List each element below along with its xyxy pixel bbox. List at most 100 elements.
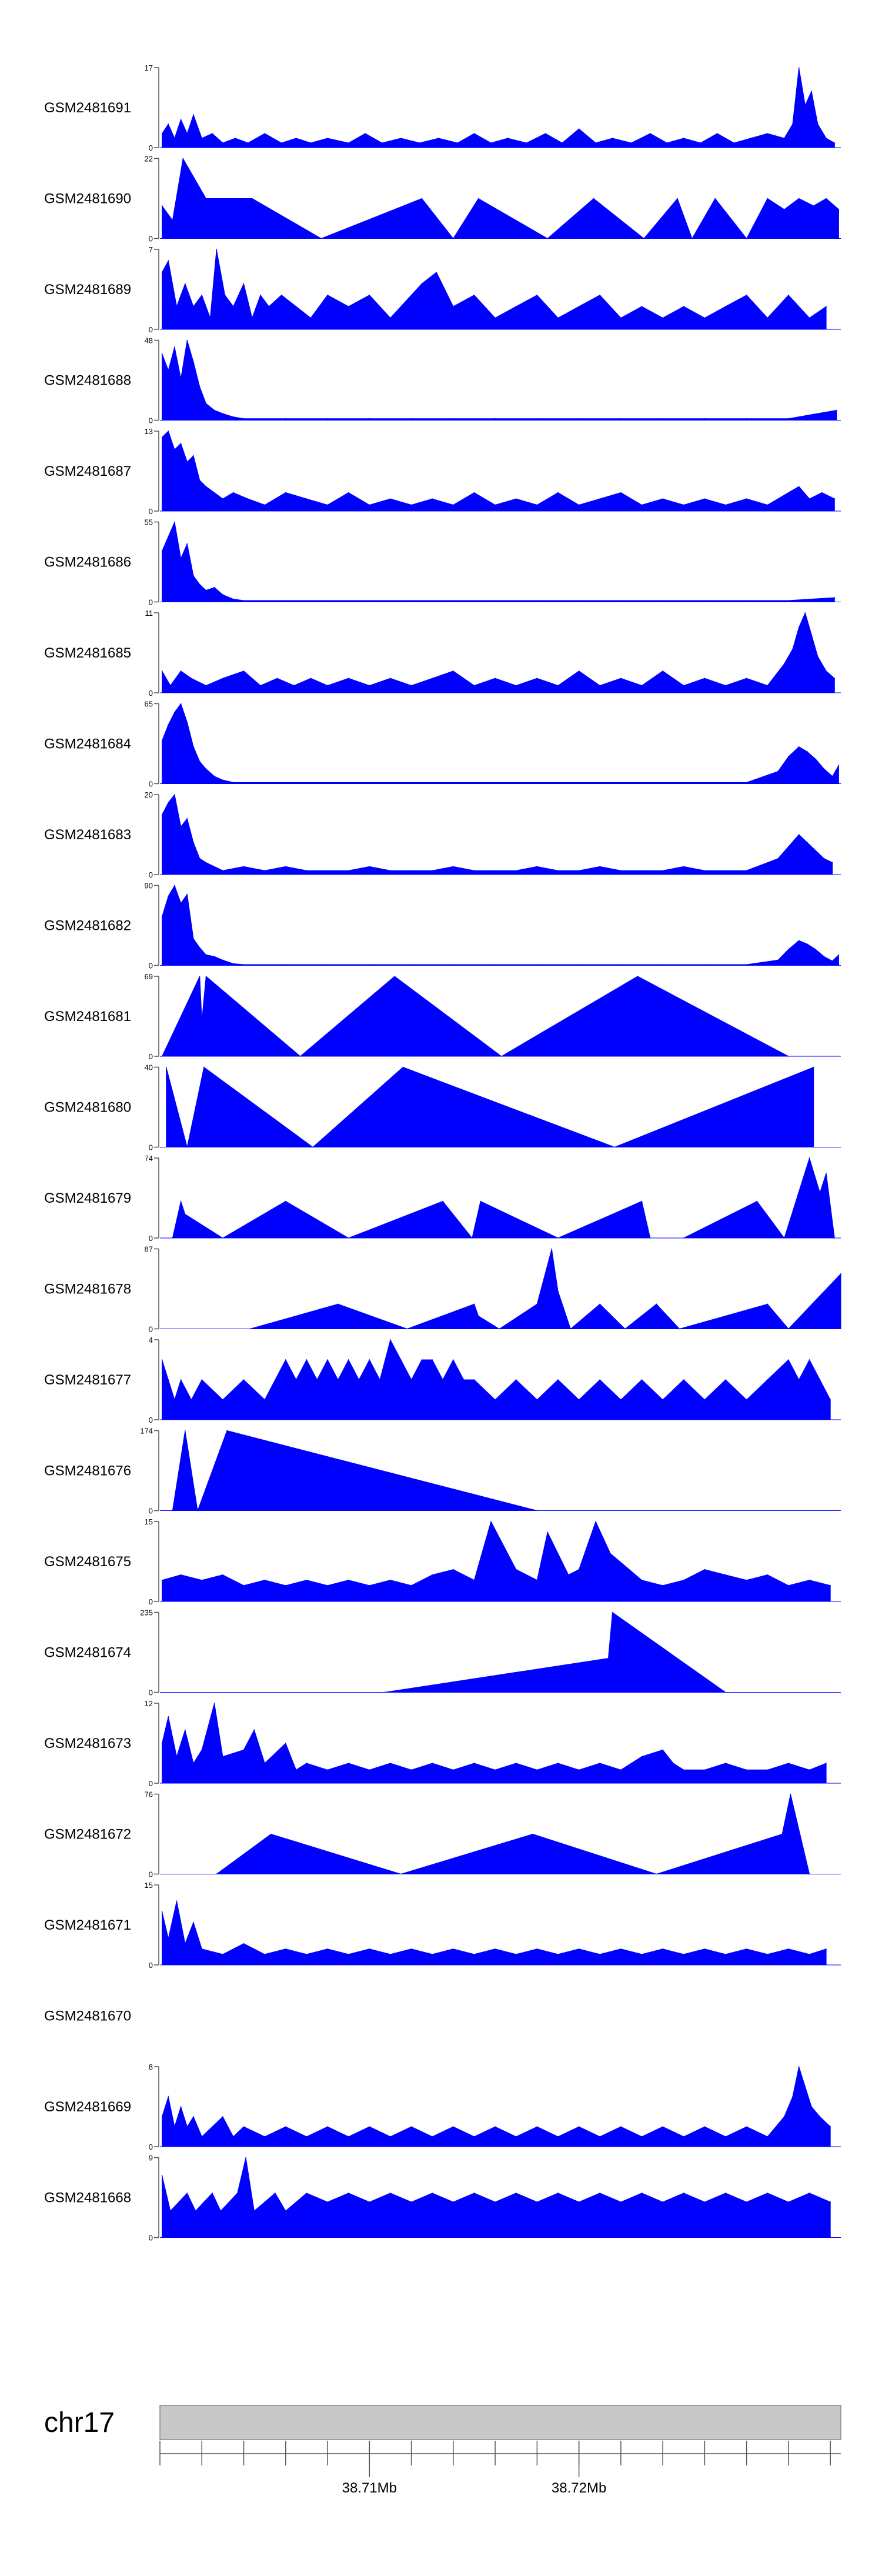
peak-point [495, 2201, 496, 2203]
peak-point [495, 964, 496, 965]
peak-point [199, 761, 201, 762]
peak-point [220, 2210, 222, 2211]
peak-point [515, 498, 517, 499]
signal-area [162, 1520, 831, 1602]
peak-point [641, 1579, 643, 1581]
track-GSM2481683: GSM2481683 20 0 [44, 790, 841, 879]
peak-point [557, 685, 559, 686]
track-label: GSM2481691 [44, 100, 131, 116]
peak-point [193, 938, 194, 939]
peak-point [264, 1399, 266, 1400]
peak-point [788, 2201, 789, 2203]
peak-point [436, 272, 437, 273]
peak-point [804, 105, 806, 106]
peak-point [178, 2201, 179, 2203]
peak-point [432, 498, 433, 499]
peak-point [161, 916, 163, 917]
peak-point [746, 294, 747, 296]
peak-point [264, 1579, 266, 1581]
signal-area [172, 1157, 835, 1239]
peak-point [222, 413, 223, 414]
peak-point [193, 361, 194, 363]
peak-point [226, 1430, 228, 1432]
peak-point [599, 1303, 600, 1305]
signal-area [172, 1430, 537, 1512]
peak-point [193, 746, 194, 748]
peak-point [199, 386, 201, 388]
signal-area [162, 1901, 827, 1966]
y-tick-label-zero: 0 [149, 144, 153, 152]
peak-point [536, 1303, 538, 1305]
peak-point [815, 758, 816, 760]
peak-point [222, 1756, 223, 1757]
peak-point [327, 418, 328, 419]
peak-point [186, 461, 188, 463]
peak-point [410, 2126, 412, 2127]
peak-point [453, 670, 454, 672]
peak-point [327, 1585, 328, 1586]
peak-point [168, 724, 169, 725]
peak-point [390, 1579, 391, 1581]
peak-point [453, 1569, 454, 1570]
y-tick-label-zero: 0 [149, 689, 153, 698]
peak-point [195, 2210, 196, 2211]
signal-area [250, 1249, 841, 1330]
peak-point [725, 1379, 726, 1380]
peak-point [790, 1793, 791, 1795]
peak-point [228, 2201, 230, 2203]
peak-point [808, 1359, 810, 1360]
peak-point [788, 756, 789, 758]
y-tick-label-max: 69 [145, 972, 153, 981]
peak-point [243, 670, 245, 672]
peak-point [578, 418, 580, 419]
peak-point [473, 133, 475, 134]
peak-point [578, 1399, 580, 1400]
signal-area [162, 885, 839, 966]
peak-point [662, 782, 663, 783]
peak-point [186, 339, 188, 341]
peak-point [704, 418, 706, 419]
peak-point [232, 416, 234, 418]
peak-point [662, 870, 663, 871]
peak-point [473, 870, 475, 871]
peak-point [610, 1553, 611, 1554]
peak-point [180, 902, 182, 904]
peak-point [662, 498, 663, 499]
peak-point [725, 1954, 726, 1955]
y-tick-label-zero: 0 [149, 962, 153, 970]
peak-point [432, 870, 433, 871]
peak-point [798, 834, 800, 835]
peak-point [174, 1399, 175, 1400]
peak-point [725, 685, 726, 686]
peak-point [662, 2126, 663, 2127]
peak-point [180, 2106, 182, 2107]
peak-point [247, 142, 249, 144]
peak-point [650, 133, 651, 134]
peak-point [348, 1579, 349, 1581]
peak-point [203, 1066, 205, 1068]
peak-point [704, 1399, 706, 1400]
track-label: GSM2481675 [44, 1554, 131, 1570]
peak-point [213, 492, 215, 493]
track-GSM2481681: GSM2481681 69 0 [44, 972, 841, 1061]
track-GSM2481686: GSM2481686 55 0 [44, 518, 841, 607]
peak-point [232, 782, 234, 783]
peak-point [473, 294, 475, 296]
peak-point [275, 2193, 276, 2194]
peak-point [547, 1531, 548, 1533]
peak-point [161, 550, 163, 552]
peak-point [767, 198, 769, 199]
peak-point [205, 862, 207, 863]
peak-point [203, 2201, 205, 2203]
peak-point [495, 504, 496, 506]
peak-point [327, 1359, 328, 1360]
peak-point [495, 2126, 496, 2127]
peak-point [777, 858, 779, 859]
peak-point [161, 353, 163, 354]
peak-point [578, 870, 580, 871]
peak-point [193, 114, 194, 115]
peak-point [817, 124, 818, 125]
track-label: GSM2481674 [44, 1645, 131, 1661]
peak-point [704, 1769, 706, 1771]
